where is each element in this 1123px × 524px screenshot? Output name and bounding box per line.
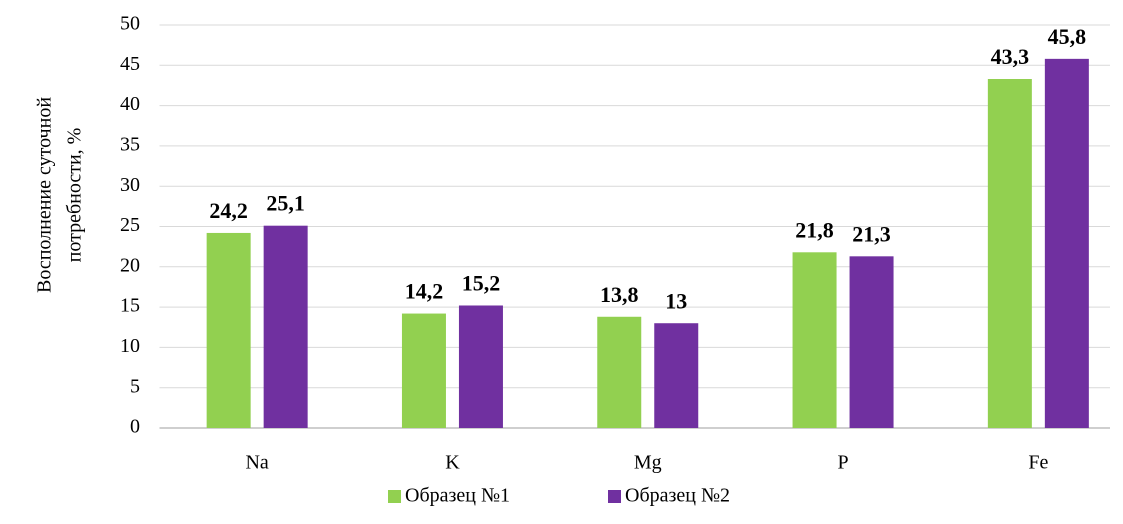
- legend-swatch: [388, 490, 401, 503]
- data-label: 24,2: [209, 198, 248, 223]
- bar: [206, 232, 251, 428]
- x-tick-label: K: [445, 452, 460, 474]
- y-tick-label: 50: [120, 13, 140, 35]
- bar: [597, 316, 642, 428]
- y-tick-label: 35: [120, 133, 140, 155]
- y-tick-label: 30: [120, 174, 140, 196]
- data-label: 15,2: [462, 271, 501, 296]
- legend-swatch: [608, 490, 621, 503]
- bar: [458, 305, 503, 428]
- x-tick-label: Fe: [1028, 452, 1048, 474]
- x-tick-label: Mg: [634, 452, 662, 474]
- data-label: 25,1: [266, 191, 305, 216]
- legend-label: Образец №2: [625, 485, 730, 507]
- x-tick-label: Na: [245, 452, 268, 474]
- y-tick-label: 20: [120, 254, 140, 276]
- data-label: 43,3: [991, 44, 1030, 69]
- bar: [654, 323, 699, 428]
- y-axis-label: Восполнение суточной: [34, 97, 56, 293]
- bar: [263, 225, 308, 428]
- data-label: 21,3: [852, 221, 891, 246]
- y-axis-label: потребности, %: [64, 128, 86, 263]
- y-tick-label: 5: [130, 375, 140, 397]
- bar: [401, 313, 446, 428]
- bar: [1044, 58, 1089, 429]
- bar: [849, 256, 894, 428]
- y-tick-label: 45: [120, 53, 140, 75]
- data-label: 13: [665, 288, 687, 313]
- y-tick-label: 15: [120, 295, 140, 317]
- data-label: 21,8: [795, 217, 834, 242]
- y-tick-label: 25: [120, 214, 140, 236]
- legend-label: Образец №1: [405, 485, 510, 507]
- y-tick-label: 0: [130, 416, 140, 438]
- data-label: 14,2: [405, 279, 444, 304]
- y-tick-label: 40: [120, 93, 140, 115]
- data-label: 45,8: [1048, 24, 1087, 49]
- y-tick-label: 10: [120, 335, 140, 357]
- x-tick-label: P: [837, 452, 848, 474]
- bar: [792, 252, 837, 428]
- data-label: 13,8: [600, 282, 639, 307]
- bar: [987, 79, 1032, 428]
